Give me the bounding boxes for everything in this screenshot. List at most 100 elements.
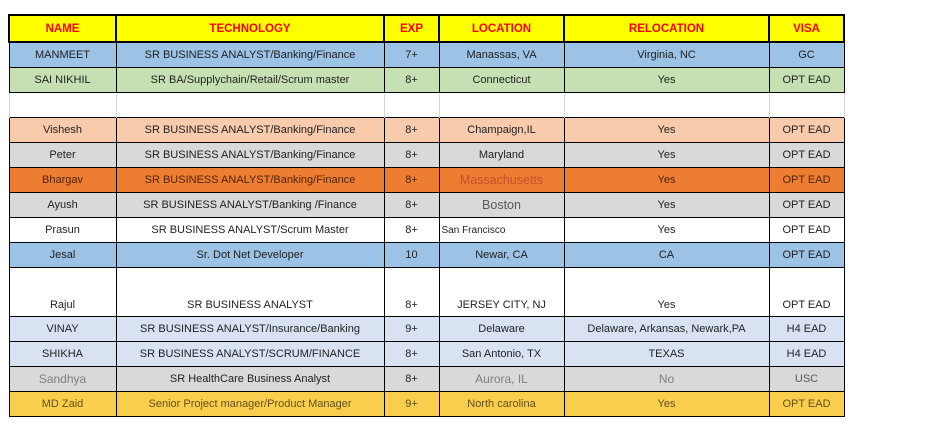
- cell-visa[interactable]: H4 EAD: [768, 316, 845, 342]
- cell-technology[interactable]: SR BUSINESS ANALYST/SCRUM/FINANCE: [115, 341, 385, 367]
- cell-relocation[interactable]: Yes: [563, 167, 770, 193]
- cell-visa[interactable]: OPT EAD: [768, 267, 845, 317]
- cell-technology[interactable]: SR BUSINESS ANALYST/Scrum Master: [115, 217, 385, 243]
- cell-visa[interactable]: OPT EAD: [768, 167, 845, 193]
- table-row: MANMEET SR BUSINESS ANALYST/Banking/Fina…: [8, 41, 845, 68]
- cell-name[interactable]: Vishesh: [8, 117, 117, 143]
- cell-visa[interactable]: OPT EAD: [768, 242, 845, 268]
- cell-relocation[interactable]: Yes: [563, 391, 770, 417]
- cell-location[interactable]: [438, 92, 565, 118]
- cell-technology[interactable]: SR BUSINESS ANALYST/Banking/Finance: [115, 167, 385, 193]
- header-name[interactable]: NAME: [8, 14, 117, 43]
- cell-name[interactable]: MANMEET: [8, 41, 117, 68]
- cell-technology[interactable]: SR BUSINESS ANALYST/Banking/Finance: [115, 142, 385, 168]
- cell-technology[interactable]: SR BUSINESS ANALYST/Banking/Finance: [115, 117, 385, 143]
- cell-exp[interactable]: 8+: [383, 217, 440, 243]
- header-location[interactable]: LOCATION: [438, 14, 565, 43]
- header-exp[interactable]: EXP: [383, 14, 440, 43]
- cell-location[interactable]: Connecticut: [438, 67, 565, 93]
- table-row: Ayush SR BUSINESS ANALYST/Banking /Finan…: [8, 192, 845, 218]
- cell-relocation[interactable]: Yes: [563, 67, 770, 93]
- cell-name[interactable]: SHIKHA: [8, 341, 117, 367]
- cell-relocation[interactable]: Virginia, NC: [563, 41, 770, 68]
- table-row: Jesal Sr. Dot Net Developer 10 Newar, CA…: [8, 242, 845, 268]
- cell-visa[interactable]: OPT EAD: [768, 117, 845, 143]
- cell-location[interactable]: Manassas, VA: [438, 41, 565, 68]
- cell-name[interactable]: Sandhya: [8, 366, 117, 392]
- cell-visa[interactable]: OPT EAD: [768, 217, 845, 243]
- cell-location[interactable]: Delaware: [438, 316, 565, 342]
- cell-name[interactable]: [8, 92, 117, 118]
- cell-visa[interactable]: [768, 92, 845, 118]
- cell-name[interactable]: Rajul: [8, 267, 117, 317]
- cell-exp[interactable]: 9+: [383, 316, 440, 342]
- table-row: SHIKHA SR BUSINESS ANALYST/SCRUM/FINANCE…: [8, 341, 845, 367]
- cell-location[interactable]: Maryland: [438, 142, 565, 168]
- cell-technology[interactable]: SR BUSINESS ANALYST/Banking /Finance: [115, 192, 385, 218]
- cell-technology[interactable]: SR BUSINESS ANALYST: [115, 267, 385, 317]
- cell-exp[interactable]: 8+: [383, 142, 440, 168]
- table-row: Sandhya SR HealthCare Business Analyst 8…: [8, 366, 845, 392]
- cell-exp[interactable]: 8+: [383, 192, 440, 218]
- cell-location[interactable]: Champaign,IL: [438, 117, 565, 143]
- cell-technology[interactable]: [115, 92, 385, 118]
- header-visa[interactable]: VISA: [768, 14, 845, 43]
- cell-visa[interactable]: OPT EAD: [768, 142, 845, 168]
- cell-name[interactable]: Prasun: [8, 217, 117, 243]
- cell-visa[interactable]: H4 EAD: [768, 341, 845, 367]
- cell-location[interactable]: Massachusetts: [438, 167, 565, 193]
- cell-exp[interactable]: 8+: [383, 341, 440, 367]
- cell-location[interactable]: Newar, CA: [438, 242, 565, 268]
- cell-exp[interactable]: 9+: [383, 391, 440, 417]
- cell-relocation[interactable]: Delaware, Arkansas, Newark,PA: [563, 316, 770, 342]
- cell-location[interactable]: San Antonio, TX: [438, 341, 565, 367]
- cell-technology[interactable]: Sr. Dot Net Developer: [115, 242, 385, 268]
- cell-relocation[interactable]: Yes: [563, 267, 770, 317]
- cell-name[interactable]: SAI NIKHIL: [8, 67, 117, 93]
- cell-exp[interactable]: 8+: [383, 267, 440, 317]
- cell-technology[interactable]: SR BUSINESS ANALYST/Banking/Finance: [115, 41, 385, 68]
- cell-relocation[interactable]: [563, 92, 770, 118]
- cell-name[interactable]: Jesal: [8, 242, 117, 268]
- cell-visa[interactable]: OPT EAD: [768, 67, 845, 93]
- table-row: SAI NIKHIL SR BA/Supplychain/Retail/Scru…: [8, 67, 845, 93]
- cell-relocation[interactable]: Yes: [563, 192, 770, 218]
- cell-visa[interactable]: GC: [768, 41, 845, 68]
- cell-name[interactable]: MD Zaid: [8, 391, 117, 417]
- cell-location[interactable]: Aurora, IL: [438, 366, 565, 392]
- cell-exp[interactable]: 8+: [383, 366, 440, 392]
- cell-exp[interactable]: 8+: [383, 117, 440, 143]
- cell-location[interactable]: North carolina: [438, 391, 565, 417]
- cell-exp[interactable]: 10: [383, 242, 440, 268]
- cell-exp[interactable]: 7+: [383, 41, 440, 68]
- cell-visa[interactable]: USC: [768, 366, 845, 392]
- table-row: Rajul SR BUSINESS ANALYST 8+ JERSEY CITY…: [8, 267, 845, 317]
- cell-name[interactable]: Peter: [8, 142, 117, 168]
- cell-visa[interactable]: OPT EAD: [768, 391, 845, 417]
- cell-relocation[interactable]: CA: [563, 242, 770, 268]
- header-relocation[interactable]: RELOCATION: [563, 14, 770, 43]
- cell-exp[interactable]: [383, 92, 440, 118]
- cell-location[interactable]: Boston: [438, 192, 565, 218]
- cell-location[interactable]: San Francisco: [438, 217, 565, 243]
- table-row: Prasun SR BUSINESS ANALYST/Scrum Master …: [8, 217, 845, 243]
- cell-relocation[interactable]: No: [563, 366, 770, 392]
- cell-technology[interactable]: SR BUSINESS ANALYST/Insurance/Banking: [115, 316, 385, 342]
- cell-exp[interactable]: 8+: [383, 67, 440, 93]
- cell-exp[interactable]: 8+: [383, 167, 440, 193]
- cell-technology[interactable]: Senior Project manager/Product Manager: [115, 391, 385, 417]
- cell-relocation[interactable]: Yes: [563, 142, 770, 168]
- cell-name[interactable]: VINAY: [8, 316, 117, 342]
- header-technology[interactable]: TECHNOLOGY: [115, 14, 385, 43]
- cell-technology[interactable]: SR HealthCare Business Analyst: [115, 366, 385, 392]
- cell-name[interactable]: Bhargav: [8, 167, 117, 193]
- cell-relocation[interactable]: Yes: [563, 117, 770, 143]
- cell-location[interactable]: JERSEY CITY, NJ: [438, 267, 565, 317]
- table-row: MD Zaid Senior Project manager/Product M…: [8, 391, 845, 417]
- cell-visa[interactable]: OPT EAD: [768, 192, 845, 218]
- cell-relocation[interactable]: TEXAS: [563, 341, 770, 367]
- cell-name[interactable]: Ayush: [8, 192, 117, 218]
- cell-relocation[interactable]: Yes: [563, 217, 770, 243]
- cell-technology[interactable]: SR BA/Supplychain/Retail/Scrum master: [115, 67, 385, 93]
